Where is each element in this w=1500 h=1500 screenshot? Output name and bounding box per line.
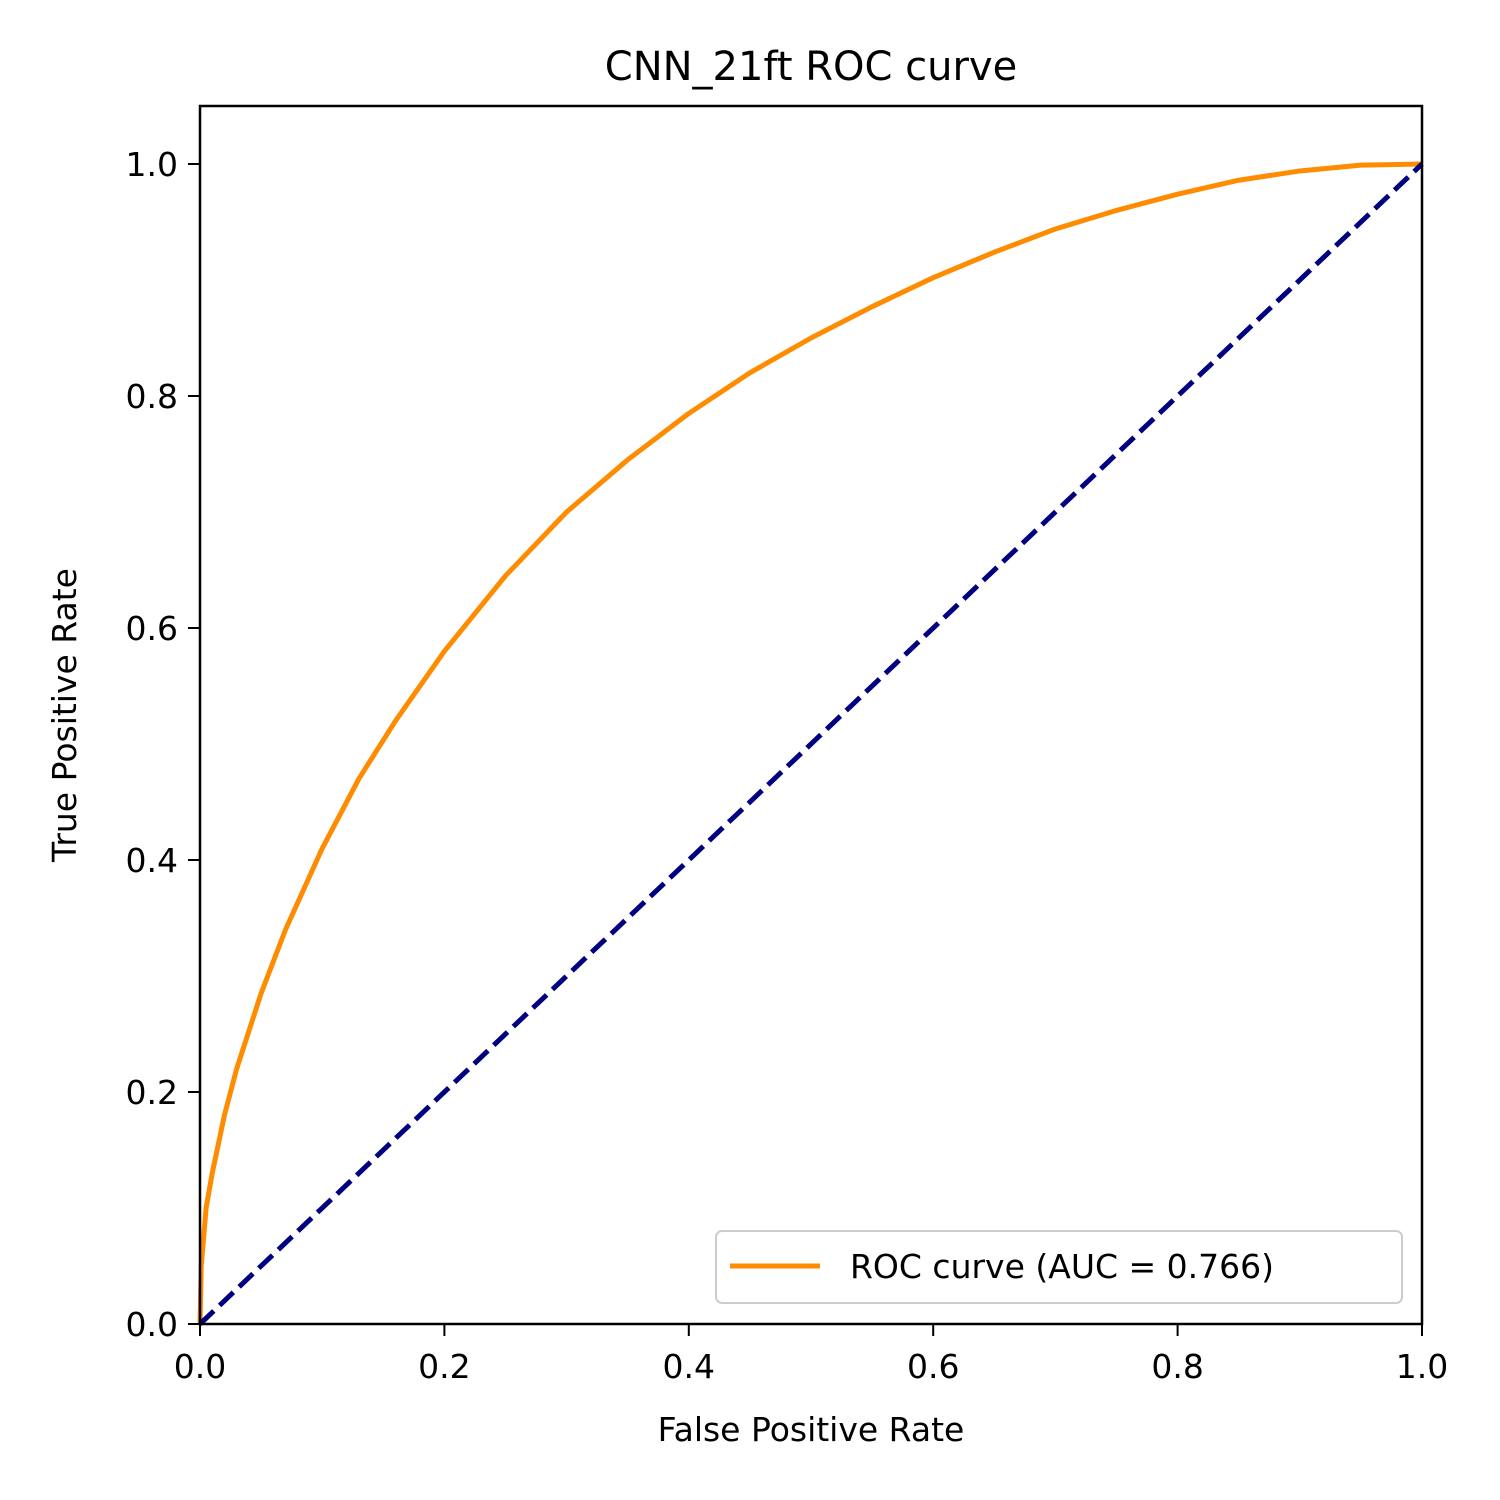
y-tick-label: 0.2 <box>126 1073 178 1112</box>
y-tick-label: 0.8 <box>126 377 178 416</box>
x-tick-label: 0.8 <box>1151 1347 1203 1386</box>
plot-series <box>197 161 1424 1326</box>
roc-curve-line <box>197 161 1423 1325</box>
chart-title: CNN_21ft ROC curve <box>605 44 1017 90</box>
chance-diagonal-line <box>198 162 1424 1326</box>
x-tick-label: 0.2 <box>418 1347 470 1386</box>
legend-box <box>715 1230 1403 1304</box>
x-tick-label: 0.4 <box>663 1347 715 1386</box>
x-tick-label: 0.0 <box>174 1347 226 1386</box>
y-axis-ticks: 0.0 0.2 0.4 0.6 0.8 1.0 <box>126 145 200 1344</box>
legend: ROC curve (AUC = 0.766) <box>715 1230 1403 1304</box>
y-tick-label: 1.0 <box>126 145 178 184</box>
x-tick-label: 0.6 <box>907 1347 959 1386</box>
legend-label-roc: ROC curve (AUC = 0.766) <box>850 1247 1274 1286</box>
y-tick-label: 0.6 <box>126 609 178 648</box>
y-tick-label: 0.0 <box>126 1305 178 1344</box>
y-tick-label: 0.4 <box>126 841 178 880</box>
y-axis-label: True Positive Rate <box>45 568 84 863</box>
plot-frame <box>198 104 1424 1326</box>
x-axis-label: False Positive Rate <box>658 1410 965 1449</box>
x-tick-label: 1.0 <box>1396 1347 1448 1386</box>
x-axis-ticks: 0.0 0.2 0.4 0.6 0.8 1.0 <box>174 1324 1448 1386</box>
